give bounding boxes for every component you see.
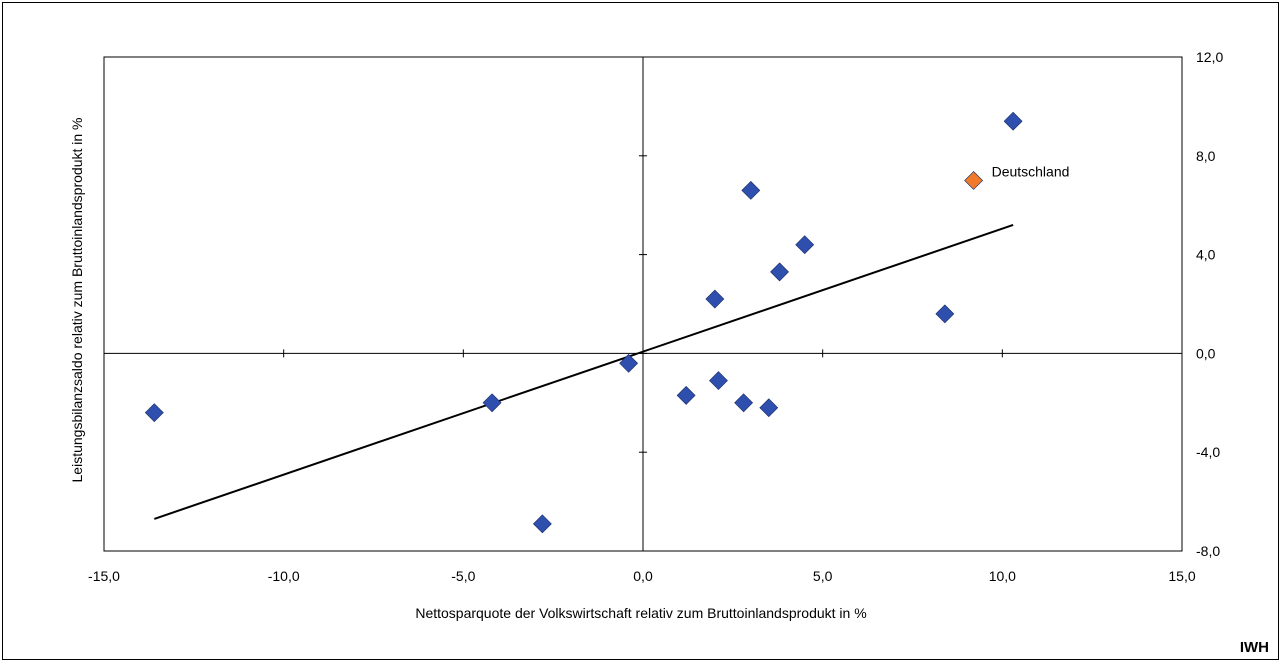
data-point bbox=[482, 393, 502, 413]
data-point bbox=[1003, 111, 1023, 131]
y-axis-ticks: -8,0 -4,0 0,0 4,0 8,0 12,0 bbox=[639, 49, 1223, 559]
data-point bbox=[705, 289, 725, 309]
data-point bbox=[795, 235, 815, 255]
y-tick-label: -8,0 bbox=[1196, 543, 1220, 559]
x-axis-title: Nettosparquote der Volkswirtschaft relat… bbox=[415, 605, 866, 621]
data-point bbox=[759, 398, 779, 418]
data-point bbox=[144, 403, 164, 423]
data-point bbox=[770, 262, 789, 282]
y-tick-label: 4,0 bbox=[1196, 247, 1216, 263]
x-tick-label: -10,0 bbox=[268, 568, 300, 584]
y-tick-label: 0,0 bbox=[1196, 345, 1216, 361]
data-point bbox=[676, 385, 696, 405]
y-tick-label: 8,0 bbox=[1196, 148, 1216, 164]
data-point bbox=[619, 353, 639, 373]
data-point bbox=[734, 393, 754, 413]
y-tick-label: -4,0 bbox=[1196, 444, 1220, 460]
source-label: IWH bbox=[1239, 639, 1269, 656]
data-point bbox=[964, 171, 984, 190]
x-tick-label: -15,0 bbox=[88, 568, 120, 584]
trend-line bbox=[153, 224, 1014, 520]
data-point bbox=[532, 514, 552, 534]
annotations: Deutschland bbox=[992, 164, 1070, 180]
x-tick-label: -5,0 bbox=[451, 568, 475, 584]
x-tick-label: 10,0 bbox=[989, 568, 1016, 584]
x-axis-ticks: -15,0 -10,0 -5,0 0,0 5,0 10,0 15,0 bbox=[88, 349, 1196, 584]
x-tick-label: 15,0 bbox=[1168, 568, 1195, 584]
data-point bbox=[935, 304, 955, 324]
data-point bbox=[741, 180, 761, 200]
data-point bbox=[709, 371, 728, 390]
x-tick-label: 0,0 bbox=[633, 568, 653, 584]
point-annotation: Deutschland bbox=[992, 164, 1070, 180]
y-tick-label: 12,0 bbox=[1196, 49, 1223, 65]
x-tick-label: 5,0 bbox=[813, 568, 833, 584]
axes bbox=[104, 57, 1182, 551]
data-points bbox=[144, 111, 1023, 534]
y-axis-title: Leistungsbilanzsaldo relativ zum Bruttoi… bbox=[69, 118, 85, 483]
